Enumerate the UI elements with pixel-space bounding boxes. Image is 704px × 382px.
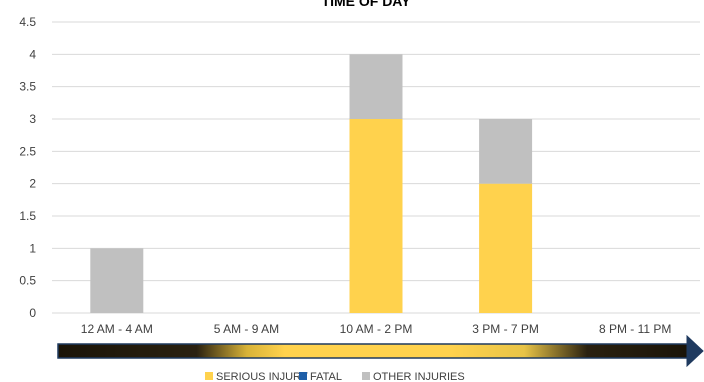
legend-label: SERIOUS INJURY — [216, 371, 309, 382]
y-tick-label: 0.5 — [19, 274, 36, 288]
y-tick-label: 1.5 — [19, 209, 36, 223]
y-tick-label: 3 — [29, 112, 36, 126]
bar-serious-injury — [350, 119, 403, 313]
y-tick-label: 2.5 — [19, 144, 36, 158]
x-tick-label: 5 AM - 9 AM — [214, 322, 279, 336]
legend-swatch — [299, 372, 307, 380]
bar-other-injuries — [479, 119, 532, 184]
y-tick-label: 3.5 — [19, 80, 36, 94]
legend: SERIOUS INJURY FATAL OTHER INJURIES — [205, 371, 465, 382]
legend-swatch — [362, 372, 370, 380]
y-tick-label: 0 — [29, 306, 36, 320]
x-axis-tick-labels: 12 AM - 4 AM 5 AM - 9 AM 10 AM - 2 PM 3 PM … — [81, 322, 672, 336]
bar-other-injuries — [90, 248, 143, 313]
time-of-day-arrow — [58, 336, 703, 366]
legend-label: FATAL — [310, 371, 342, 382]
x-tick-label: 8 PM - 11 PM — [599, 322, 671, 336]
legend-label: OTHER INJURIES — [373, 371, 465, 382]
arrow-head — [687, 336, 703, 366]
x-tick-label: 10 AM - 2 PM — [340, 322, 413, 336]
bar-serious-injury — [479, 184, 532, 313]
x-tick-label: 12 AM - 4 AM — [81, 322, 153, 336]
y-tick-label: 1 — [29, 241, 36, 255]
y-tick-label: 2 — [29, 177, 36, 191]
chart-title: TIME OF DAY — [322, 0, 412, 9]
x-tick-label: 3 PM - 7 PM — [472, 322, 539, 336]
bar-other-injuries — [350, 54, 403, 119]
y-tick-label: 4 — [29, 47, 36, 61]
y-axis-tick-labels: 0 0.5 1 1.5 2 2.5 3 3.5 4 4.5 — [19, 15, 36, 320]
day-gradient-bar — [58, 344, 688, 358]
y-tick-label: 4.5 — [19, 15, 36, 29]
legend-swatch — [205, 372, 213, 380]
